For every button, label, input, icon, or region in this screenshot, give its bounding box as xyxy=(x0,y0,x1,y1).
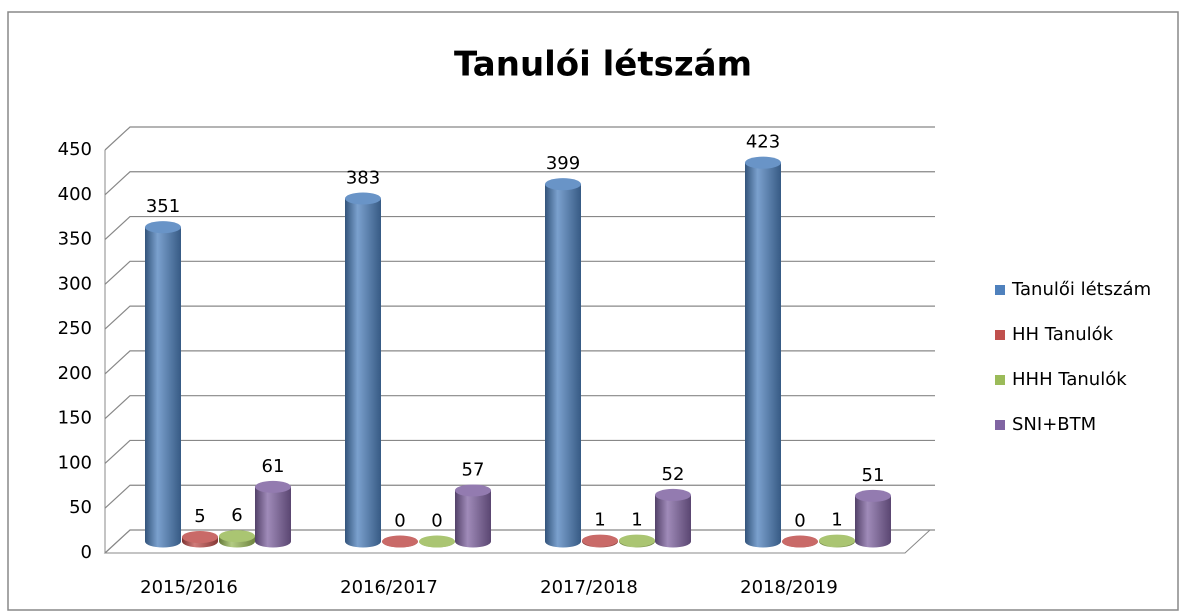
data-label: 0 xyxy=(431,511,442,532)
y-tick-label: 150 xyxy=(58,408,92,429)
data-label: 6 xyxy=(231,505,242,526)
bar xyxy=(745,156,781,548)
bar xyxy=(345,192,381,548)
legend-label: HH Tanulók xyxy=(1012,324,1114,345)
y-tick-label: 250 xyxy=(58,318,92,339)
y-tick-label: 50 xyxy=(69,497,92,518)
y-tick-label: 450 xyxy=(58,139,92,160)
legend-swatch xyxy=(995,285,1005,295)
data-label: 1 xyxy=(831,510,842,531)
x-tick-label: 2017/2018 xyxy=(540,577,638,598)
data-label: 57 xyxy=(462,459,485,480)
bar xyxy=(182,531,218,548)
grid-line xyxy=(104,395,935,420)
grid-line xyxy=(104,215,935,240)
y-tick-label: 200 xyxy=(58,363,92,384)
data-label: 1 xyxy=(631,510,642,531)
legend-swatch xyxy=(995,375,1005,385)
y-tick-label: 350 xyxy=(58,229,92,250)
bar xyxy=(382,535,418,548)
chart-border xyxy=(7,11,1179,611)
y-tick-label: 400 xyxy=(58,184,92,205)
bar xyxy=(419,535,455,548)
grid-line xyxy=(104,305,935,330)
bar xyxy=(819,534,855,548)
chart-title: Tanulói létszám xyxy=(454,45,752,85)
data-label: 383 xyxy=(346,168,380,189)
x-tick-label: 2015/2016 xyxy=(140,577,238,598)
data-label: 61 xyxy=(262,456,285,477)
data-label: 5 xyxy=(194,506,205,527)
legend-label: Tanulői létszám xyxy=(1011,279,1151,300)
grid-line xyxy=(104,484,935,509)
grid-line xyxy=(104,260,935,285)
data-label: 0 xyxy=(394,511,405,532)
grid-line xyxy=(104,350,935,375)
grid-line xyxy=(104,171,935,196)
y-tick-label: 300 xyxy=(58,273,92,294)
bar xyxy=(545,178,581,548)
bar xyxy=(455,484,491,548)
bar xyxy=(855,489,891,548)
grid-line xyxy=(104,126,935,151)
bar xyxy=(782,535,818,548)
legend-swatch xyxy=(995,420,1005,430)
data-label: 351 xyxy=(146,196,180,217)
x-tick-label: 2016/2017 xyxy=(340,577,438,598)
bar xyxy=(582,534,618,548)
legend-label: SNI+BTM xyxy=(1012,414,1096,435)
x-tick-label: 2018/2019 xyxy=(740,577,838,598)
grid-line xyxy=(104,439,935,464)
y-tick-label: 100 xyxy=(58,452,92,473)
legend-swatch xyxy=(995,330,1005,340)
bar xyxy=(255,480,291,548)
y-tick-label: 0 xyxy=(81,542,92,563)
data-label: 0 xyxy=(794,511,805,532)
data-label: 51 xyxy=(862,465,885,486)
data-label: 399 xyxy=(546,153,580,174)
bar xyxy=(655,488,691,548)
data-label: 52 xyxy=(662,464,685,485)
legend-label: HHH Tanulók xyxy=(1012,369,1127,390)
bar xyxy=(219,530,255,548)
data-label: 1 xyxy=(594,510,605,531)
data-label: 423 xyxy=(746,132,780,153)
bar xyxy=(619,534,655,548)
bar xyxy=(145,221,181,548)
